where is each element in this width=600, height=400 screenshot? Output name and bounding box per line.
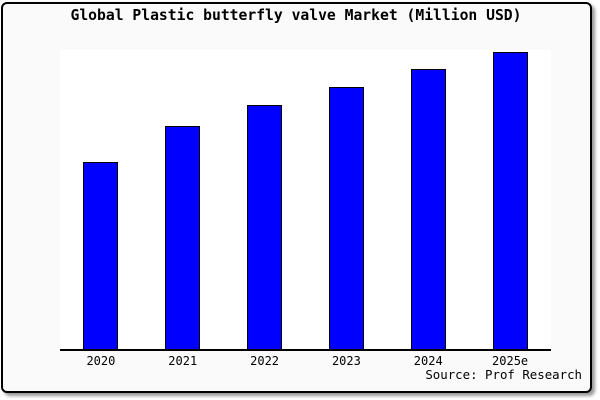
x-axis-tick-labels: 2020 2021 2022 2023 2024 2025e xyxy=(60,354,551,368)
bar-2022 xyxy=(247,105,283,349)
bar-2025e xyxy=(492,51,528,349)
x-tick-label-2021: 2021 xyxy=(168,354,198,368)
x-tick-label-2025e: 2025e xyxy=(492,354,529,368)
bar-2020 xyxy=(83,161,119,349)
x-tick-label-2024: 2024 xyxy=(413,354,443,368)
bar-2021 xyxy=(165,125,201,349)
x-tick-label-2023: 2023 xyxy=(331,354,361,368)
chart-title: Global Plastic butterfly valve Market (M… xyxy=(70,7,522,24)
source-caption: Source: Prof Research xyxy=(425,367,582,382)
plot-area xyxy=(60,50,551,351)
x-tick-label-2022: 2022 xyxy=(250,354,280,368)
bar-2024 xyxy=(410,69,446,349)
bar-2023 xyxy=(328,87,364,349)
x-tick-label-2020: 2020 xyxy=(86,354,116,368)
